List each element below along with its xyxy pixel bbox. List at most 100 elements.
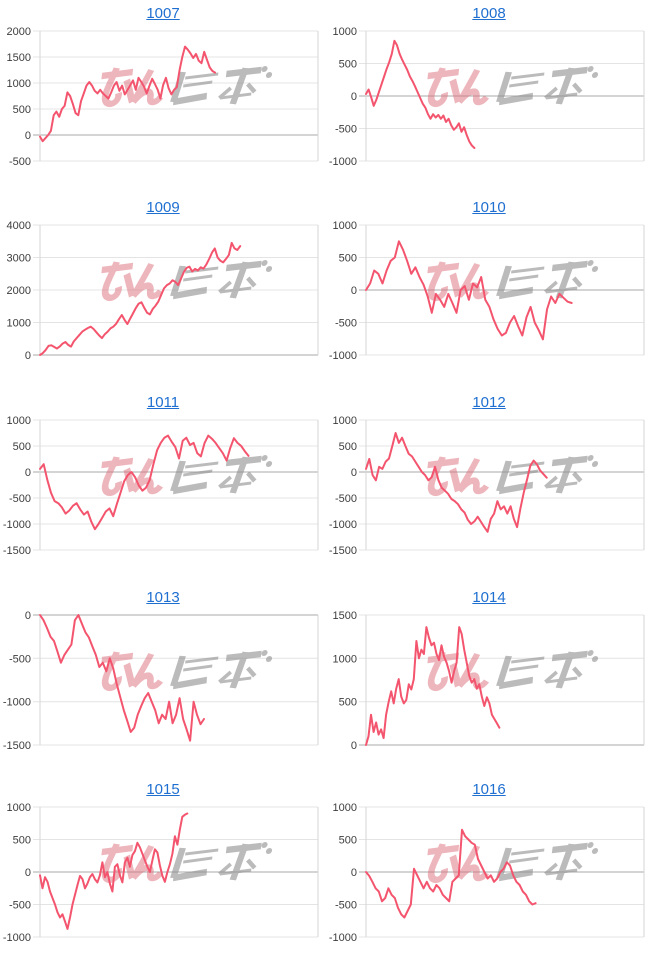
chart-title: 1007	[0, 3, 326, 24]
chart-title: 1011	[0, 392, 326, 413]
chart-cell-1011: 1011 1000 500 0 -500 -1000 -1500	[0, 389, 326, 584]
chart-title: 1010	[326, 197, 652, 218]
chart-cell-1010: 1010 1000 500 0 -500 -1000	[326, 194, 652, 389]
machine-number-link-1013[interactable]: 1013	[146, 589, 180, 606]
y-axis-tick-label: 1000	[7, 78, 31, 90]
y-axis-tick-label: 1000	[333, 802, 357, 814]
machine-number-link-1007[interactable]: 1007	[146, 5, 180, 22]
y-axis-tick-label: -1000	[329, 156, 357, 168]
chart-cell-1009: 1009 4000 3000 2000 1000 0	[0, 194, 326, 389]
y-axis-tick-label: -500	[335, 493, 357, 505]
chart-title: 1013	[0, 587, 326, 608]
slump-graph-1010: 1000 500 0 -500 -1000	[329, 220, 645, 362]
machine-number-link-1009[interactable]: 1009	[146, 199, 180, 216]
y-axis-tick-label: 1500	[7, 52, 31, 64]
y-axis-tick-label: 0	[351, 91, 357, 103]
y-axis-tick-label: 4000	[7, 220, 31, 232]
slump-graph-1016: 1000 500 0 -500 -1000	[329, 802, 645, 944]
y-axis-tick-label: 0	[351, 285, 357, 297]
slump-graph-1012: 1000 500 0 -500 -1000 -1500	[329, 415, 645, 557]
y-axis-tick-label: 500	[13, 104, 31, 116]
chart-cell-1013: 1013 0 -500 -1000 -1500	[0, 584, 326, 776]
site-watermark	[427, 260, 599, 302]
machine-number-link-1014[interactable]: 1014	[472, 589, 506, 606]
slump-line	[365, 240, 573, 341]
y-axis-tick-label: 0	[25, 130, 31, 142]
y-axis-tick-label: -1000	[329, 519, 357, 531]
slump-graph-1007: 2000 1500 1000 500 0 -500	[7, 26, 319, 168]
y-axis-tick-label: 0	[351, 867, 357, 879]
site-watermark	[427, 650, 599, 692]
y-axis-tick-label: 1000	[7, 318, 31, 330]
y-axis-tick-label: 0	[25, 467, 31, 479]
slump-graph-1008: 1000 500 0 -500 -1000	[329, 26, 645, 168]
y-axis-tick-label: 1000	[333, 415, 357, 427]
slump-line	[39, 812, 189, 930]
chart-cell-1007: 1007 2000 1500 1000 500 0 -500	[0, 0, 326, 194]
y-axis-tick-label: 500	[339, 253, 357, 265]
chart-cell-1015: 1015 1000 500 0 -500 -1000	[0, 776, 326, 958]
chart-cell-1014: 1014 1500 1000 500 0	[326, 584, 652, 776]
y-axis-tick-label: -1500	[329, 545, 357, 557]
y-axis-tick-label: -500	[9, 900, 31, 912]
machine-number-link-1012[interactable]: 1012	[472, 394, 506, 411]
y-axis-tick-label: 1000	[333, 220, 357, 232]
machine-number-link-1016[interactable]: 1016	[472, 781, 506, 798]
y-axis-tick-label: -1500	[3, 740, 31, 752]
slump-graph-1011: 1000 500 0 -500 -1000 -1500	[3, 415, 319, 557]
y-axis-tick-label: 0	[25, 867, 31, 879]
machine-number-link-1010[interactable]: 1010	[472, 199, 506, 216]
machine-number-link-1011[interactable]: 1011	[146, 394, 180, 411]
y-axis-tick-label: 1000	[7, 802, 31, 814]
y-axis-tick-label: 3000	[7, 253, 31, 265]
chart-title: 1009	[0, 197, 326, 218]
chart-cell-1012: 1012 1000 500 0 -500 -1000 -1500	[326, 389, 652, 584]
slump-graph-1013: 0 -500 -1000 -1500	[3, 610, 319, 752]
y-axis-tick-label: -500	[335, 318, 357, 330]
machine-number-link-1015[interactable]: 1015	[146, 781, 180, 798]
chart-title: 1016	[326, 779, 652, 800]
chart-title: 1008	[326, 3, 652, 24]
slump-line	[39, 241, 242, 356]
y-axis-tick-label: -1000	[3, 932, 31, 944]
y-axis-tick-label: -500	[9, 493, 31, 505]
y-axis-tick-label: -1000	[3, 519, 31, 531]
slump-line	[365, 432, 548, 533]
y-axis-tick-label: -1000	[329, 932, 357, 944]
y-axis-tick-label: 500	[13, 441, 31, 453]
slump-line	[365, 39, 476, 149]
slump-line	[39, 45, 217, 143]
y-axis-tick-label: 500	[13, 835, 31, 847]
chart-cell-1016: 1016 1000 500 0 -500 -1000	[326, 776, 652, 958]
slump-line	[39, 614, 205, 742]
site-watermark	[427, 842, 599, 884]
site-watermark	[101, 650, 273, 692]
y-axis-tick-label: -500	[335, 900, 357, 912]
y-axis-tick-label: 1500	[333, 610, 357, 622]
y-axis-tick-label: 0	[25, 610, 31, 622]
y-axis-tick-label: 0	[25, 350, 31, 362]
y-axis-tick-label: 1000	[333, 26, 357, 38]
site-watermark	[427, 455, 599, 497]
y-axis-tick-label: 500	[339, 697, 357, 709]
chart-title: 1014	[326, 587, 652, 608]
slump-line	[365, 828, 537, 919]
y-axis-tick-label: 1000	[333, 653, 357, 665]
y-axis-tick-label: -1000	[329, 350, 357, 362]
chart-title: 1012	[326, 392, 652, 413]
slump-line	[365, 626, 501, 746]
slump-graph-1015: 1000 500 0 -500 -1000	[3, 802, 319, 944]
site-watermark	[101, 455, 273, 497]
chart-cell-1008: 1008 1000 500 0 -500 -1000	[326, 0, 652, 194]
site-watermark	[101, 260, 273, 302]
y-axis-tick-label: 500	[339, 441, 357, 453]
machine-number-link-1008[interactable]: 1008	[472, 5, 506, 22]
y-axis-tick-label: 2000	[7, 26, 31, 38]
y-axis-tick-label: -500	[9, 653, 31, 665]
site-watermark	[427, 66, 599, 108]
y-axis-tick-label: 1000	[7, 415, 31, 427]
y-axis-tick-label: 2000	[7, 285, 31, 297]
y-axis-tick-label: -1500	[3, 545, 31, 557]
y-axis-tick-label: -500	[9, 156, 31, 168]
